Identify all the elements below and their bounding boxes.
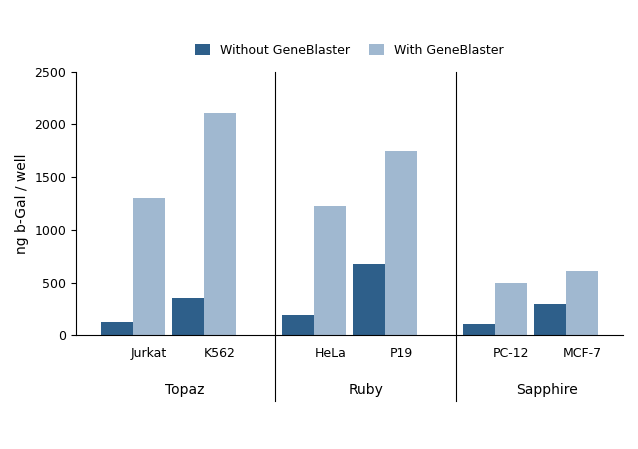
Bar bbox=[385, 151, 417, 335]
Bar bbox=[495, 283, 528, 335]
Bar bbox=[101, 321, 133, 335]
Text: Ruby: Ruby bbox=[348, 383, 383, 397]
Text: Topaz: Topaz bbox=[165, 383, 204, 397]
Y-axis label: ng b-Gal / well: ng b-Gal / well bbox=[15, 153, 29, 254]
Bar bbox=[133, 198, 165, 335]
Bar bbox=[204, 113, 236, 335]
Bar bbox=[282, 315, 314, 335]
Bar bbox=[463, 324, 495, 335]
Text: Sapphire: Sapphire bbox=[516, 383, 577, 397]
Legend: Without GeneBlaster, With GeneBlaster: Without GeneBlaster, With GeneBlaster bbox=[195, 44, 504, 57]
Bar bbox=[534, 304, 566, 335]
Bar bbox=[314, 206, 346, 335]
Bar bbox=[566, 271, 598, 335]
Bar bbox=[172, 299, 204, 335]
Bar bbox=[353, 264, 385, 335]
